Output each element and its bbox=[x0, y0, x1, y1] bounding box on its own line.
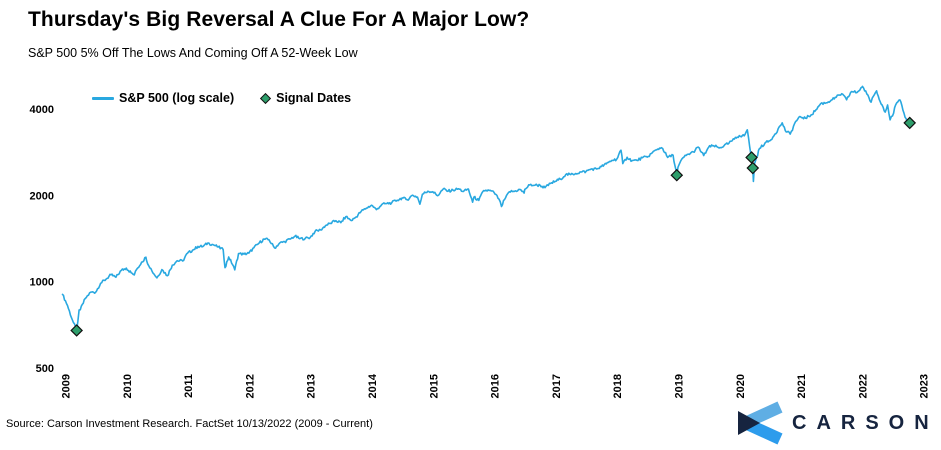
x-axis-tick-label: 2018 bbox=[612, 374, 624, 398]
x-axis-tick-label: 2009 bbox=[61, 374, 73, 398]
signal-date-marker bbox=[746, 161, 760, 175]
signal-dates-diamond-icon bbox=[260, 92, 272, 104]
chart-title: Thursday's Big Reversal A Clue For A Maj… bbox=[28, 8, 530, 31]
x-axis-tick-label: 2012 bbox=[244, 374, 256, 398]
x-axis-tick-label: 2023 bbox=[919, 374, 931, 398]
x-axis-tick-label: 2021 bbox=[796, 374, 808, 398]
x-axis-tick-label: 2015 bbox=[428, 374, 440, 398]
carson-logo-icon bbox=[738, 401, 783, 445]
signal-date-marker bbox=[903, 116, 917, 130]
y-axis-tick-label: 4000 bbox=[30, 104, 54, 116]
y-axis-tick-label: 2000 bbox=[30, 190, 54, 202]
legend-sp500-label: S&P 500 (log scale) bbox=[119, 91, 235, 105]
x-axis-tick-label: 2022 bbox=[857, 374, 869, 398]
carson-logo: CARSON bbox=[736, 401, 939, 445]
x-axis-tick-label: 2011 bbox=[183, 374, 195, 398]
x-axis-tick-label: 2020 bbox=[735, 374, 747, 398]
signal-date-marker bbox=[670, 168, 684, 182]
x-axis-tick-label: 2010 bbox=[122, 374, 134, 398]
chart-subtitle: S&P 500 5% Off The Lows And Coming Off A… bbox=[28, 46, 358, 60]
legend: S&P 500 (log scale) Signal Dates bbox=[92, 91, 351, 105]
carson-logo-text: CARSON bbox=[792, 411, 939, 434]
legend-item-sp500: S&P 500 (log scale) bbox=[92, 91, 234, 105]
signal-date-marker bbox=[70, 324, 83, 337]
legend-signal-label: Signal Dates bbox=[276, 91, 352, 105]
x-axis-tick-label: 2017 bbox=[551, 374, 563, 398]
legend-item-signal-dates: Signal Dates bbox=[260, 91, 351, 105]
x-axis-tick-label: 2013 bbox=[306, 374, 318, 398]
x-axis-tick-label: 2019 bbox=[674, 374, 686, 398]
x-axis-tick-label: 2014 bbox=[367, 373, 379, 398]
x-axis-tick-label: 2016 bbox=[490, 374, 502, 398]
y-axis-tick-label: 500 bbox=[36, 363, 54, 375]
sp500-line-path bbox=[61, 85, 911, 332]
source-note: Source: Carson Investment Research. Fact… bbox=[6, 418, 373, 430]
sp500-line-swatch bbox=[92, 96, 114, 100]
y-axis-tick-label: 1000 bbox=[30, 277, 54, 289]
